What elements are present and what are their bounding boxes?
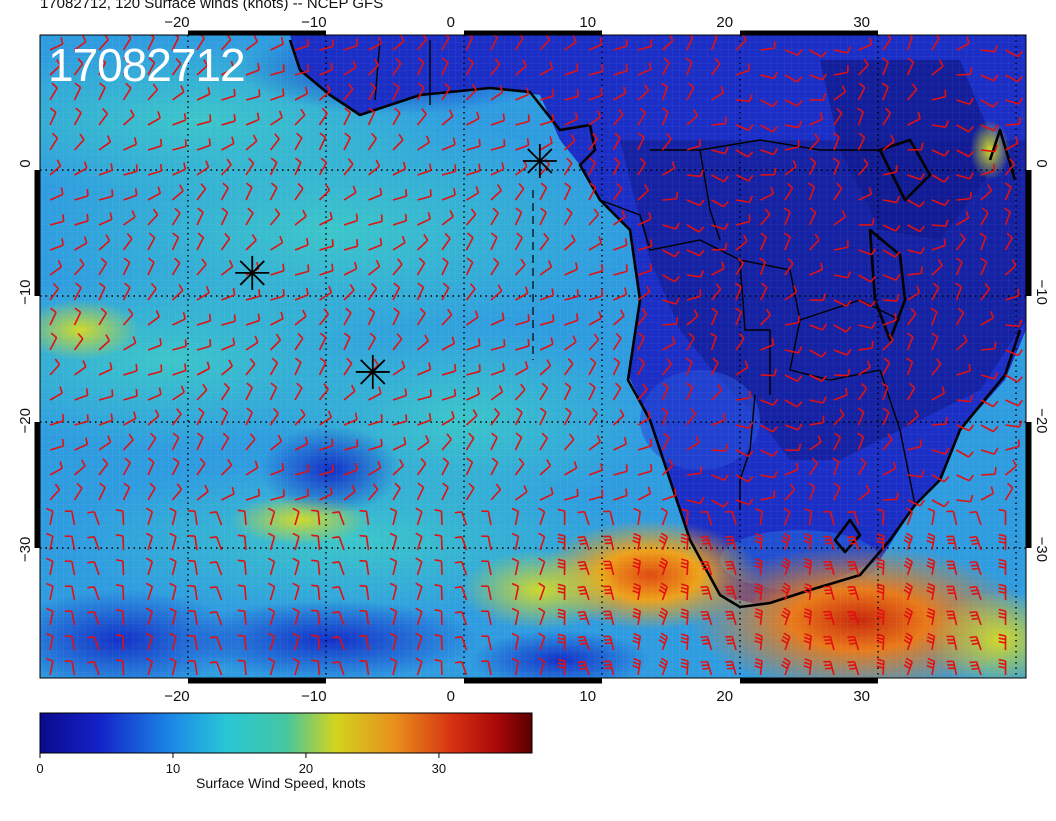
lat-ticks-right: 0 −10 −20 −30: [1033, 159, 1050, 562]
lon-tick-bottom: −20: [164, 688, 189, 705]
star-marker: [356, 355, 390, 389]
colorbar-ticks: 0 10 20 30: [36, 753, 446, 776]
lat-ticks-left: 0 −10 −20 −30: [17, 159, 34, 562]
lat-tick-left: 0: [17, 159, 34, 167]
lat-tick-right: −30: [1033, 537, 1050, 562]
lon-tick-bottom: 20: [716, 688, 733, 705]
lon-ticks-bottom: −20 −10 0 10 20 30: [164, 688, 870, 705]
star-marker: [235, 256, 269, 290]
date-stamp: 17082712: [48, 38, 245, 92]
lat-tick-left: −10: [17, 279, 34, 304]
colorbar-tick-label: 30: [432, 761, 446, 776]
map-title: 17082712, 120 Surface winds (knots) -- N…: [40, 0, 383, 12]
colorbar-tick-label: 0: [36, 761, 43, 776]
lon-tick-bottom: 0: [447, 688, 455, 705]
lat-tick-left: −30: [17, 537, 34, 562]
lat-tick-right: 0: [1033, 159, 1050, 167]
lon-tick-top: 20: [716, 14, 733, 31]
lon-ticks-top: −20 −10 0 10 20 30: [164, 14, 870, 31]
lat-tick-right: −20: [1033, 408, 1050, 433]
lon-tick-top: −10: [301, 14, 326, 31]
colorbar: [40, 713, 532, 753]
lon-tick-bottom: −10: [301, 688, 326, 705]
star-marker: [523, 144, 557, 178]
colorbar-label: Surface Wind Speed, knots: [196, 775, 366, 791]
lat-tick-right: −10: [1033, 279, 1050, 304]
lon-tick-top: −20: [164, 14, 189, 31]
lon-tick-top: 10: [579, 14, 596, 31]
lat-tick-left: −20: [17, 408, 34, 433]
colorbar-tick-label: 20: [299, 761, 313, 776]
lon-tick-bottom: 30: [853, 688, 870, 705]
lon-tick-bottom: 10: [579, 688, 596, 705]
lon-tick-top: 0: [447, 14, 455, 31]
lon-tick-top: 30: [853, 14, 870, 31]
wind-speed-field: [0, 25, 1056, 695]
colorbar-tick-label: 10: [166, 761, 180, 776]
